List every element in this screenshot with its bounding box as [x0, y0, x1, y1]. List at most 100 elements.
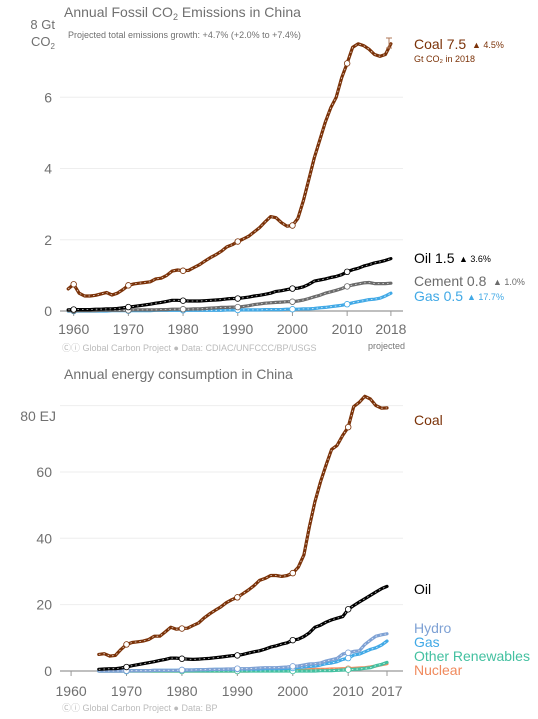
y-tick-label: 20 — [36, 597, 52, 613]
series-dash-gas — [68, 292, 392, 312]
data-point-cement — [179, 306, 187, 313]
legend2-oil: Oil — [414, 581, 431, 597]
x-tick-label: 2000 — [277, 321, 308, 337]
data-point-oil — [289, 285, 296, 292]
data-point-cement — [343, 283, 351, 290]
x-tick-label: 1990 — [222, 321, 253, 337]
x-tick-label: 1990 — [222, 683, 253, 699]
data-point-oil — [345, 606, 352, 613]
data-point-coal — [234, 238, 241, 245]
legend-gas-growth: ▲ 17.7% — [467, 292, 504, 302]
legend2-gas: Gas — [414, 634, 440, 650]
chart1-error-bar — [386, 37, 392, 49]
x-tick-label: 2010 — [333, 683, 364, 699]
chart1-title: Annual Fossil CO2 Emissions in China — [64, 4, 301, 22]
y-tick-label: 0 — [44, 303, 52, 319]
series-line-gas — [97, 639, 389, 673]
legend-coal-unit: Gt CO₂ in 2018 — [414, 54, 475, 64]
data-point-oil — [70, 306, 77, 313]
chart2-gridlines — [60, 405, 403, 606]
data-point-oil — [234, 295, 241, 302]
data-point-oil — [178, 655, 186, 662]
chart1-x-tick-note: projected — [368, 341, 405, 351]
data-point-coal — [179, 267, 187, 274]
chart2-y-ticks: 0 20 40 60 — [36, 464, 52, 679]
chart1-annotation: Projected total emissions growth: +4.7% … — [68, 30, 301, 40]
y-tick-label: 60 — [36, 464, 52, 480]
data-point-oil — [123, 663, 130, 671]
chart2-unit-label: 80 EJ — [20, 408, 56, 424]
data-point-oil — [125, 303, 132, 311]
x-tick-label: 1970 — [111, 683, 142, 699]
data-point-hydro — [289, 663, 296, 670]
data-point-hydro — [234, 665, 241, 672]
x-tick-label: 1980 — [166, 683, 197, 699]
data-point-coal — [289, 569, 296, 577]
series-dash-gas — [98, 640, 388, 672]
data-point-hydro — [178, 666, 186, 674]
series-dash-oil — [68, 258, 392, 311]
legend-oil-label: Oil 1.5 — [414, 250, 455, 266]
data-point-gas — [345, 654, 352, 662]
legend2-coal: Coal — [414, 412, 443, 428]
series-line-oil — [97, 584, 389, 671]
y-tick-label: 40 — [36, 530, 52, 546]
series-dash-cement — [68, 282, 391, 312]
data-point-oil — [343, 268, 351, 276]
data-point-coal — [70, 281, 77, 288]
data-point-cement — [234, 303, 241, 311]
y-tick-label: 6 — [44, 89, 52, 105]
series-line-oil — [66, 257, 393, 312]
data-point-oil — [234, 652, 241, 659]
legend-coal-growth: ▲ 4.5% — [472, 40, 504, 50]
series-dash-other-renewables — [98, 662, 388, 672]
chart1-unit-label: 8 Gt — [30, 17, 55, 32]
legend-cement-label: Cement 0.8 — [414, 273, 487, 289]
series-line-coal — [66, 42, 393, 298]
y-tick-label: 2 — [44, 232, 52, 248]
series-dash-coal — [67, 43, 392, 297]
data-point-coal — [343, 60, 351, 67]
chart1-series — [66, 42, 393, 315]
legend2-other-renewables: Other Renewables — [414, 648, 530, 664]
legend-cement-growth: ▲ 1.0% — [493, 277, 525, 287]
chart2-x-ticks: 1960 1970 1980 1990 2000 2010 2017 — [56, 671, 403, 699]
chart1-credit: Ⓒⓘ Global Carbon Project ● Data: CDIAC/U… — [62, 343, 317, 353]
chart1-x-ticks: 1960 1970 1980 1990 2000 2010 2018 — [58, 311, 407, 337]
x-tick-label: 1960 — [56, 683, 87, 699]
data-point-gas — [343, 301, 351, 308]
x-tick-label: 2018 — [375, 321, 406, 337]
data-point-coal — [125, 282, 132, 289]
series-line-coal — [97, 394, 389, 658]
data-point-other-renewables — [345, 666, 352, 673]
legend-oil-growth: ▲ 3.6% — [459, 254, 491, 264]
x-tick-label: 1960 — [58, 321, 89, 337]
data-point-coal — [289, 222, 296, 229]
chart1-unit-label-2: CO2 — [31, 34, 56, 51]
x-tick-label: 1980 — [167, 321, 198, 337]
chart1-y-ticks: 0 2 4 6 — [44, 89, 52, 319]
data-point-hydro — [345, 649, 352, 656]
x-tick-label: 2000 — [277, 683, 308, 699]
y-tick-label: 4 — [44, 161, 52, 177]
data-point-coal — [178, 625, 186, 632]
data-point-coal — [345, 423, 352, 431]
data-point-oil — [289, 636, 296, 644]
legend2-hydro: Hydro — [414, 620, 452, 636]
series-dash-oil — [98, 586, 388, 670]
y-tick-label: 0 — [44, 663, 52, 679]
x-tick-label: 2010 — [332, 321, 363, 337]
chart2-series — [97, 394, 389, 675]
data-point-coal — [123, 641, 130, 648]
chart1-legend: Coal 7.5 ▲ 4.5% Gt CO₂ in 2018 Oil 1.5 ▲… — [414, 36, 525, 304]
co2-emissions-chart: Annual Fossil CO2 Emissions in China 8 G… — [30, 4, 525, 353]
x-tick-label: 2017 — [371, 683, 402, 699]
legend2-nuclear: Nuclear — [414, 662, 463, 678]
data-point-oil — [179, 297, 187, 304]
legend-gas-label: Gas 0.5 — [414, 288, 463, 304]
series-dash-hydro — [98, 633, 388, 672]
data-point-coal — [234, 594, 241, 601]
chart2-legend: Coal Oil Hydro Gas Other Renewables Nucl… — [414, 412, 530, 678]
data-point-cement — [289, 298, 296, 305]
